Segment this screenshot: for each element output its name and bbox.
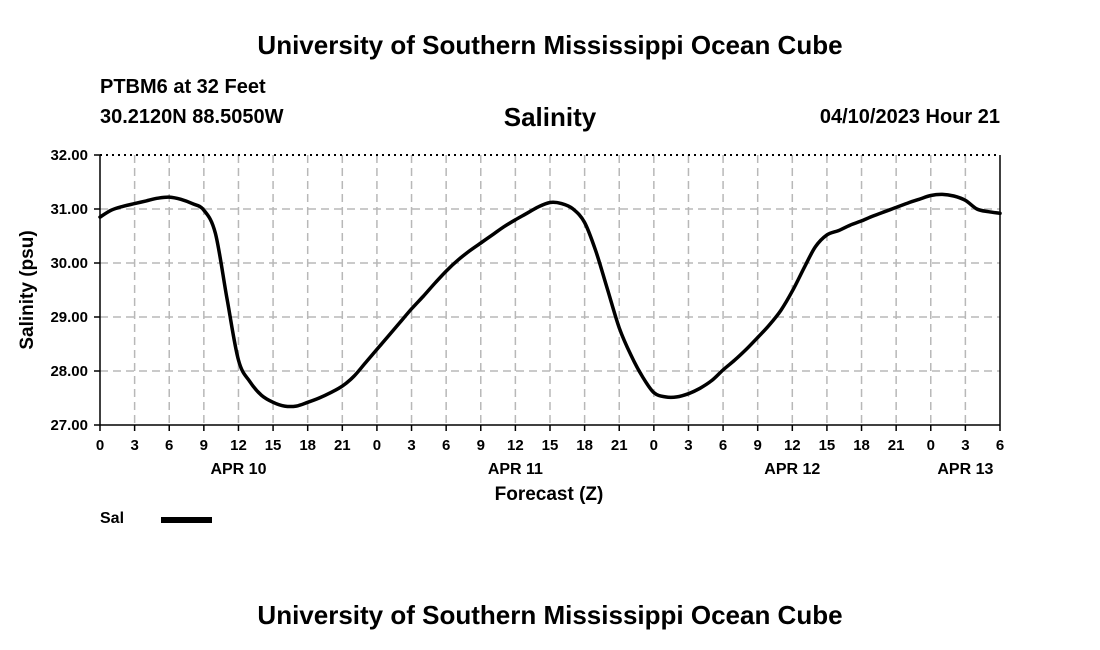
x-tick-label: 3 — [130, 437, 138, 454]
x-tick-label: 9 — [754, 437, 762, 454]
footer-title: University of Southern Mississippi Ocean… — [257, 600, 843, 630]
x-tick-label: 21 — [334, 437, 351, 454]
x-tick-label: 3 — [407, 437, 415, 454]
x-tick-label: 9 — [200, 437, 208, 454]
x-tick-label: 6 — [719, 437, 727, 454]
x-tick-label: 21 — [611, 437, 628, 454]
x-tick-label: 18 — [299, 437, 316, 454]
page-title: University of Southern Mississippi Ocean… — [257, 30, 843, 60]
x-tick-label: 0 — [373, 437, 381, 454]
x-tick-label: 15 — [265, 437, 282, 454]
y-tick-label: 28.00 — [50, 363, 88, 380]
chart-axes — [94, 154, 1001, 431]
date-label: APR 10 — [210, 461, 266, 478]
y-axis-title: Salinity (psu) — [17, 230, 38, 349]
y-tick-label: 32.00 — [50, 147, 88, 164]
date-label: APR 12 — [764, 461, 820, 478]
x-axis-title: Forecast (Z) — [495, 484, 604, 505]
chart-title: Salinity — [503, 102, 597, 132]
y-tick-label: 29.00 — [50, 309, 88, 326]
y-tick-label: 27.00 — [50, 417, 88, 434]
date-label: APR 13 — [937, 461, 993, 478]
date-label: APR 11 — [488, 461, 543, 478]
x-tick-label: 15 — [542, 437, 559, 454]
y-tick-label: 30.00 — [50, 255, 88, 272]
legend-label: Sal — [100, 510, 125, 527]
station-label: PTBM6 at 32 Feet — [100, 76, 266, 98]
x-tick-label: 18 — [853, 437, 870, 454]
chart-grid — [100, 155, 1000, 425]
x-tick-label: 3 — [961, 437, 969, 454]
datetime-label: 04/10/2023 Hour 21 — [819, 106, 1000, 128]
x-tick-label: 9 — [477, 437, 485, 454]
x-tick-label: 21 — [888, 437, 905, 454]
series-line-sal — [98, 192, 1002, 409]
x-tick-label: 6 — [442, 437, 450, 454]
x-tick-label: 0 — [96, 437, 104, 454]
x-tick-label: 3 — [684, 437, 692, 454]
y-tick-label: 31.00 — [50, 201, 88, 218]
chart-labels: 0 3 6 9 12 15 18 21 0 3 6 9 12 15 18 21 0 3 6 9 12 15 18 21 0 3 6 2… — [17, 147, 1004, 505]
x-tick-label: 12 — [230, 437, 247, 454]
chart-series — [98, 192, 1002, 409]
x-tick-label: 12 — [507, 437, 524, 454]
x-tick-label: 6 — [165, 437, 173, 454]
x-tick-label: 12 — [784, 437, 801, 454]
x-tick-label: 15 — [819, 437, 836, 454]
x-tick-label: 0 — [927, 437, 935, 454]
coordinates-label: 30.2120N 88.5050W — [100, 106, 284, 128]
x-tick-label: 0 — [650, 437, 658, 454]
x-tick-label: 18 — [576, 437, 593, 454]
legend-swatch — [161, 517, 212, 523]
x-tick-label: 6 — [996, 437, 1004, 454]
